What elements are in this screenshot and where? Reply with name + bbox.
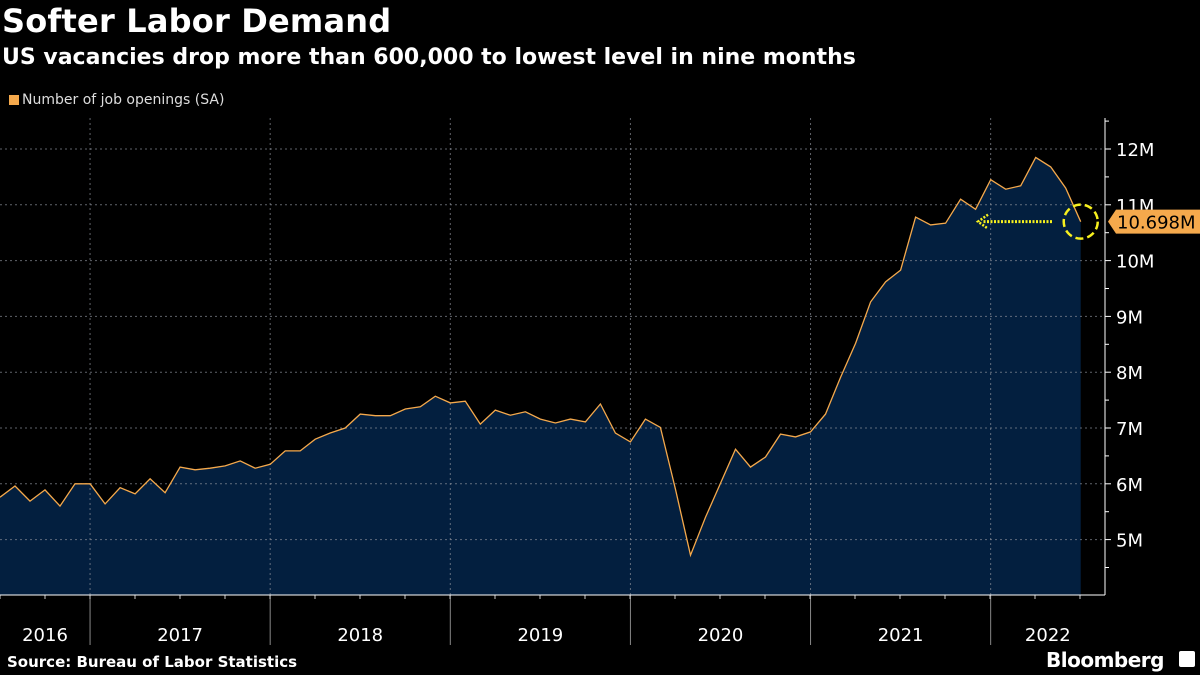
x-tick-label: 2022 xyxy=(1025,625,1071,646)
y-tick-label: 5M xyxy=(1116,531,1143,552)
y-tick-label: 12M xyxy=(1116,140,1154,161)
series-area xyxy=(0,157,1081,595)
x-tick-label: 2017 xyxy=(157,625,203,646)
x-tick-label: 2018 xyxy=(337,625,383,646)
x-tick-label: 2019 xyxy=(517,625,563,646)
last-value-label-bg xyxy=(1108,209,1200,234)
y-tick-label: 8M xyxy=(1116,363,1143,384)
y-tick-label: 6M xyxy=(1116,475,1143,496)
bloomberg-logo: Bloomberg xyxy=(1046,648,1164,672)
legend-swatch xyxy=(9,95,19,105)
legend-label: Number of job openings (SA) xyxy=(22,92,225,108)
chart-subtitle: US vacancies drop more than 600,000 to l… xyxy=(2,45,856,70)
x-tick-label: 2020 xyxy=(698,625,744,646)
legend: Number of job openings (SA) xyxy=(9,92,224,108)
chart-icon xyxy=(1179,651,1195,667)
y-tick-label: 9M xyxy=(1116,307,1143,328)
series-line xyxy=(0,156,1082,558)
y-tick-label: 10M xyxy=(1116,252,1154,273)
source-note: Source: Bureau of Labor Statistics xyxy=(7,653,298,671)
chart-title: Softer Labor Demand xyxy=(2,2,392,40)
x-tick-label: 2021 xyxy=(878,625,924,646)
annotation-arrowhead xyxy=(975,213,989,230)
last-value-label: 10.698M xyxy=(1117,213,1196,234)
annotation-circle xyxy=(1062,203,1099,240)
y-tick-label: 7M xyxy=(1116,419,1143,440)
x-tick-label: 2016 xyxy=(22,625,68,646)
